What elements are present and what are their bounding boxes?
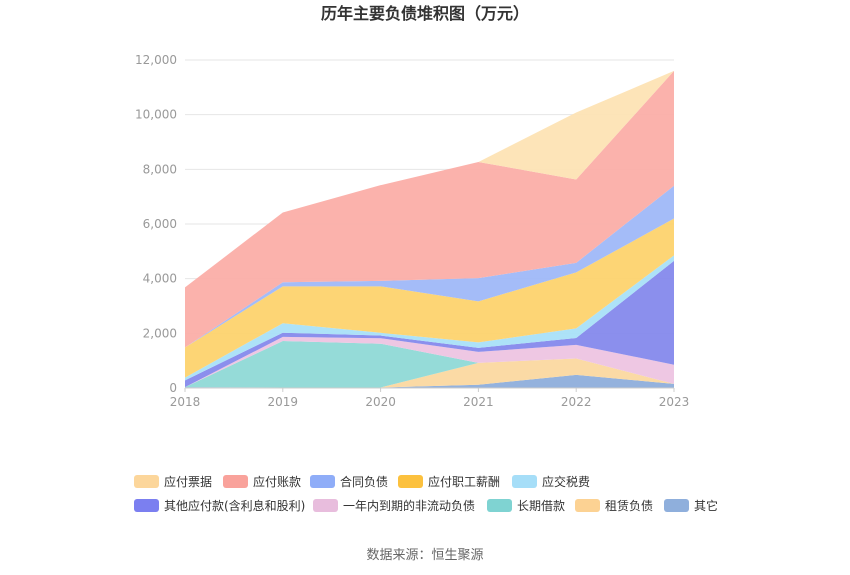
legend-swatch	[134, 475, 159, 488]
legend-item[interactable]: 应付职工薪酬	[398, 474, 500, 489]
area-租赁负债	[185, 358, 674, 388]
legend-swatch	[664, 499, 689, 512]
legend-swatch	[575, 499, 600, 512]
area-合同负债	[185, 185, 674, 348]
legend-swatch	[487, 499, 512, 512]
legend-swatch	[512, 475, 537, 488]
x-tick-label: 2023	[659, 395, 690, 409]
y-tick-label: 4,000	[143, 272, 177, 286]
chart-title: 历年主要负债堆积图（万元）	[321, 4, 529, 23]
legend-label: 应付票据	[164, 474, 212, 489]
legend-item[interactable]: 应付票据	[134, 474, 212, 489]
legend-label: 合同负债	[340, 474, 388, 489]
area-长期借款	[185, 340, 674, 388]
y-tick-label: 2,000	[143, 326, 177, 340]
legend-item[interactable]: 其它	[664, 498, 718, 513]
legend-swatch	[134, 499, 159, 512]
legend-label: 租赁负债	[605, 499, 653, 513]
legend-item[interactable]: 长期借款	[487, 499, 565, 513]
legend-swatch	[313, 499, 338, 512]
legend-label: 其它	[694, 498, 718, 513]
area-一年内到期的非流动负债	[185, 336, 674, 388]
area-series	[185, 70, 674, 388]
legend-item[interactable]: 应付账款	[223, 474, 301, 489]
legend-swatch	[398, 475, 423, 488]
legend-label: 一年内到期的非流动负债	[343, 498, 475, 513]
y-tick-label: 8,000	[143, 162, 177, 176]
legend-item[interactable]: 应交税费	[512, 474, 590, 489]
legend-label: 其他应付款(含利息和股利)	[164, 498, 305, 513]
legend-swatch	[310, 475, 335, 488]
legend-label: 应交税费	[542, 474, 590, 489]
x-tick-label: 2018	[170, 395, 201, 409]
legend-item[interactable]: 一年内到期的非流动负债	[313, 498, 475, 513]
area-其它	[185, 374, 674, 388]
y-tick-label: 12,000	[135, 53, 177, 67]
area-应付票据	[185, 70, 674, 288]
legend-label: 应付账款	[253, 474, 301, 489]
legend-item[interactable]: 合同负债	[310, 474, 388, 489]
legend-item[interactable]: 其他应付款(含利息和股利)	[134, 498, 305, 513]
area-应付职工薪酬	[185, 218, 674, 378]
axes: 2018 2019 2020 2021 2022 2023	[170, 387, 690, 409]
x-tick-label: 2022	[561, 395, 592, 409]
y-tick-label: 0	[169, 381, 177, 395]
legend-label: 长期借款	[517, 499, 565, 513]
legend-swatch	[223, 475, 248, 488]
x-tick-label: 2021	[463, 395, 494, 409]
y-tick-label: 10,000	[135, 108, 177, 122]
x-tick-label: 2019	[268, 395, 299, 409]
area-应付账款	[185, 70, 674, 348]
legend-item[interactable]: 租赁负债	[575, 499, 653, 513]
data-source-note: 数据来源：恒生聚源	[366, 548, 483, 563]
x-tick-label: 2020	[365, 395, 396, 409]
y-tick-label: 6,000	[143, 217, 177, 231]
gridlines: 0 2,000 4,000 6,000 8,000 10,000 12,000	[135, 53, 674, 395]
legend-label: 应付职工薪酬	[428, 474, 500, 489]
